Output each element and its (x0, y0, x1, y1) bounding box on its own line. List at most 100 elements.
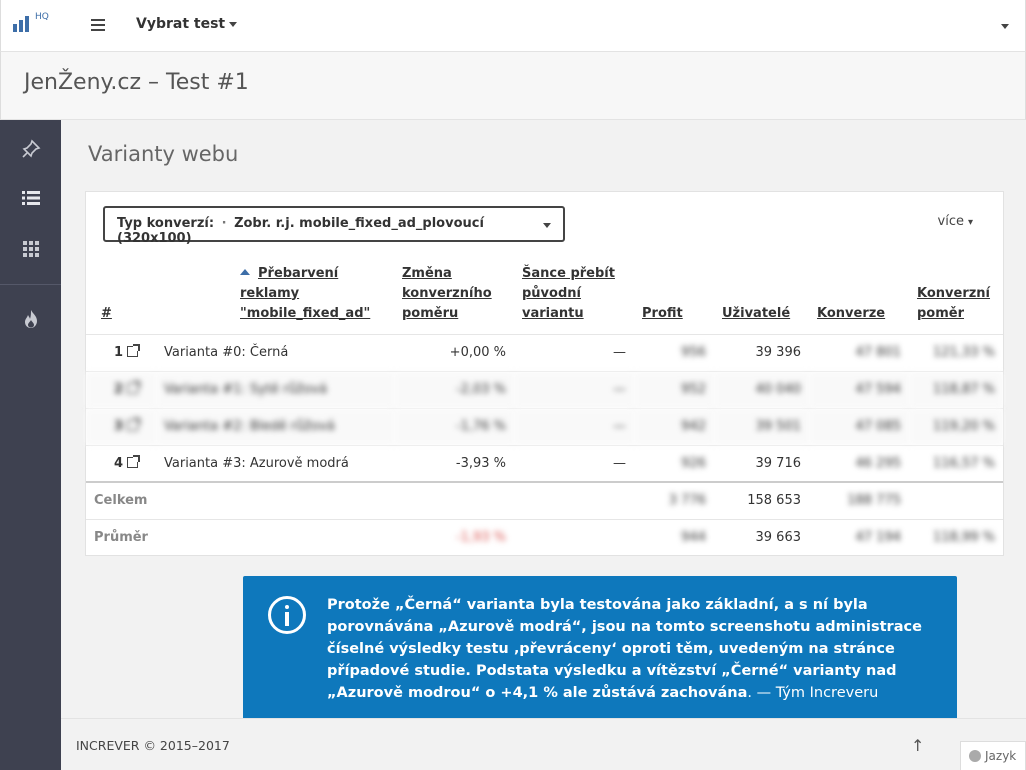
row-users: 39 501 (714, 407, 809, 445)
logo-bar (19, 20, 23, 32)
conversion-type-value: Zobr. r.j. mobile_fixed_ad_plovoucí (320… (117, 216, 484, 246)
row-users: 39 716 (714, 444, 809, 482)
user-menu-chevron-icon[interactable] (1001, 24, 1009, 29)
sidebar-divider (0, 284, 61, 285)
row-chance: — (514, 333, 634, 371)
info-text: Protože „Černá“ varianta byla testována … (327, 597, 922, 701)
menu-toggle-icon[interactable] (91, 19, 107, 33)
total-profit: 3 776 (634, 481, 714, 519)
row-rate: 119,20 % (909, 407, 1003, 445)
logo-bar (25, 16, 29, 32)
column-header-rate[interactable]: Konverzní poměr (917, 285, 991, 321)
column-header-change[interactable]: Změna konverzního poměru (402, 265, 492, 321)
row-index: 2 (113, 382, 123, 397)
bullet-icon: · (221, 216, 227, 231)
row-name: Varianta #3: Azurově modrá (156, 444, 394, 482)
row-chance: — (514, 407, 634, 445)
row-chance: — (514, 370, 634, 408)
footer: INCREVER © 2015–2017 ↑ Jazyk (61, 718, 1026, 770)
column-header-conversions[interactable]: Konverze (817, 305, 886, 321)
row-name: Varianta #1: Sytě růžová (156, 370, 394, 408)
fire-icon[interactable] (20, 308, 42, 330)
language-button[interactable]: Jazyk (960, 741, 1026, 770)
row-users: 39 396 (714, 333, 809, 371)
average-row: Průměr -1,93 % 944 39 663 47 194 118,99 … (86, 518, 1003, 556)
test-select-label: Vybrat test (136, 16, 226, 32)
sidebar (0, 120, 61, 770)
external-link-icon[interactable] (127, 454, 140, 468)
total-row: Celkem 3 776 158 653 188 775 (86, 481, 1003, 519)
row-rate: 121,33 % (909, 333, 1003, 371)
row-profit: 956 (634, 333, 714, 371)
row-conversions: 47 801 (809, 333, 909, 371)
row-change: -3,93 % (394, 444, 514, 482)
table-row[interactable]: 1 Varianta #0: Černá +0,00 % — 956 39 39… (86, 333, 1003, 371)
column-header-index[interactable]: # (101, 305, 112, 321)
row-rate: 116,57 % (909, 444, 1003, 482)
language-label: Jazyk (985, 749, 1017, 763)
sort-ascending-icon (240, 268, 250, 275)
average-change: -1,93 % (394, 518, 514, 556)
total-label: Celkem (86, 481, 156, 519)
main-content: Varianty webu Typ konverzí: · Zobr. r.j.… (61, 120, 1026, 718)
column-header-name[interactable]: Přebarvení reklamy "mobile_fixed_ad" (156, 257, 394, 334)
table-row[interactable]: 4 Varianta #3: Azurově modrá -3,93 % — 9… (86, 444, 1003, 482)
globe-icon (969, 750, 981, 762)
table-header-row: # Přebarvení reklamy "mobile_fixed_ad" Z… (86, 257, 1003, 334)
row-index: 3 (113, 419, 123, 434)
average-conversions: 47 194 (809, 518, 909, 556)
average-rate: 118,99 % (909, 518, 1003, 556)
more-button[interactable]: více ▾ (938, 214, 973, 229)
row-index: 1 (113, 345, 123, 360)
page-header: JenŽeny.cz – Test #1 (0, 52, 1026, 120)
top-bar: HQ Vybrat test (0, 0, 1026, 52)
row-conversions: 47 085 (809, 407, 909, 445)
row-conversions: 46 295 (809, 444, 909, 482)
total-users: 158 653 (714, 481, 809, 519)
row-chance: — (514, 444, 634, 482)
logo-text: HQ (35, 12, 49, 22)
row-change: -2,03 % (394, 370, 514, 408)
external-link-icon[interactable] (127, 344, 140, 357)
row-profit: 926 (634, 444, 714, 482)
average-profit: 944 (634, 518, 714, 556)
info-icon (268, 596, 306, 634)
conversion-type-select[interactable]: Typ konverzí: · Zobr. r.j. mobile_fixed_… (103, 206, 565, 246)
scroll-to-top-arrow-icon[interactable]: ↑ (911, 736, 925, 755)
row-profit: 942 (634, 407, 714, 445)
info-callout: Protože „Černá“ varianta byla testována … (243, 576, 957, 726)
average-users: 39 663 (714, 518, 809, 556)
section-title: Varianty webu (88, 142, 239, 166)
test-select-dropdown[interactable]: Vybrat test (136, 16, 238, 32)
grid-icon[interactable] (20, 238, 42, 260)
external-link-icon[interactable] (127, 418, 140, 431)
row-index: 4 (113, 455, 123, 471)
total-conversions: 188 775 (809, 481, 909, 519)
row-profit: 952 (634, 370, 714, 408)
conversion-type-label: Typ konverzí: (117, 216, 215, 231)
column-header-users[interactable]: Uživatelé (722, 305, 791, 321)
logo[interactable]: HQ (13, 12, 53, 36)
table-row[interactable]: 2 Varianta #1: Sytě růžová -2,03 % — 952… (86, 370, 1003, 408)
external-link-icon[interactable] (127, 381, 140, 394)
variants-table: # Přebarvení reklamy "mobile_fixed_ad" Z… (86, 257, 1003, 556)
row-name: Varianta #0: Černá (156, 333, 394, 371)
page-title: JenŽeny.cz – Test #1 (24, 70, 249, 95)
row-name: Varianta #2: Bledě růžová (156, 407, 394, 445)
pin-icon[interactable] (20, 138, 42, 160)
list-icon[interactable] (20, 187, 42, 209)
more-label: více (937, 214, 964, 229)
row-conversions: 47 594 (809, 370, 909, 408)
column-header-name-line1[interactable]: Přebarvení reklamy (240, 265, 339, 301)
row-rate: 118,87 % (909, 370, 1003, 408)
double-chevron-down-icon: ▾ (967, 217, 973, 228)
chevron-down-icon (543, 223, 551, 228)
column-header-name-line2[interactable]: "mobile_fixed_ad" (240, 305, 371, 321)
table-row[interactable]: 3 Varianta #2: Bledě růžová -1,76 % — 94… (86, 407, 1003, 445)
chevron-down-icon (229, 21, 238, 27)
average-label: Průměr (86, 518, 156, 556)
column-header-profit[interactable]: Profit (642, 305, 683, 321)
variants-panel: Typ konverzí: · Zobr. r.j. mobile_fixed_… (85, 191, 1004, 556)
column-header-chance[interactable]: Šance přebít původní variantu (522, 265, 615, 321)
row-change: -1,76 % (394, 407, 514, 445)
